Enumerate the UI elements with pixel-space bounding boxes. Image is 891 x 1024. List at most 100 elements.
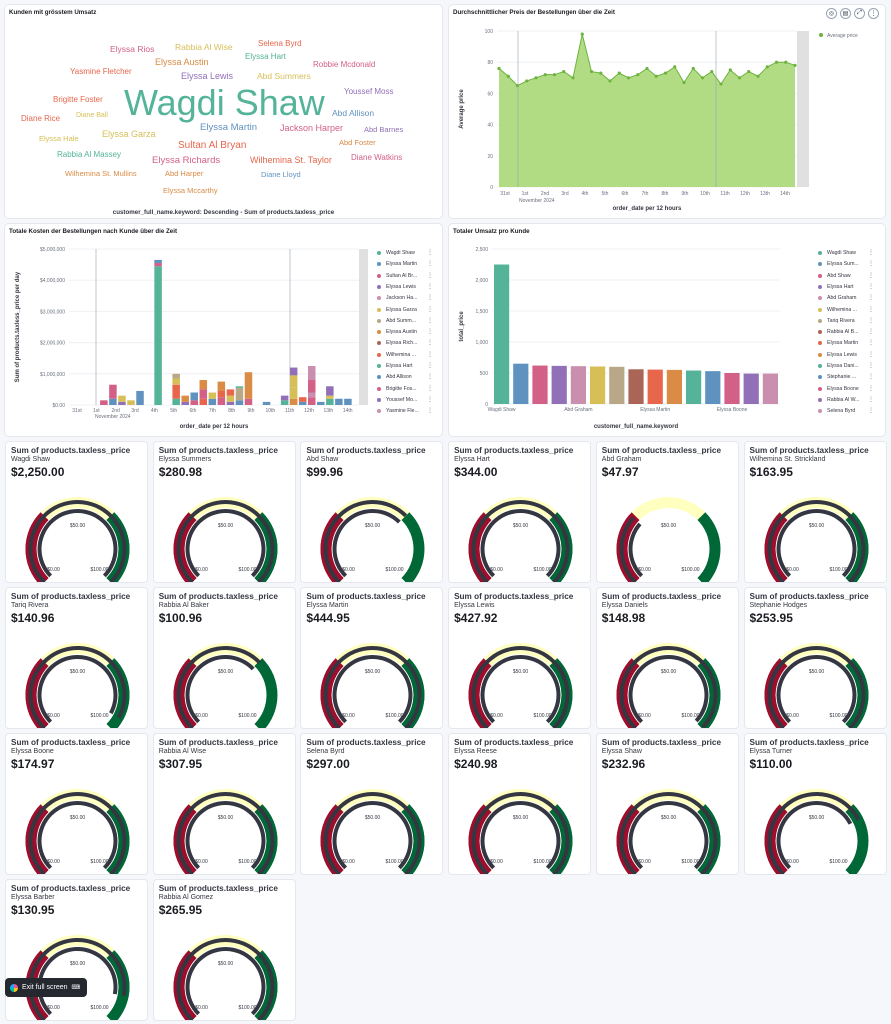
word-cloud-term[interactable]: Elyssa Rios (110, 44, 155, 54)
bar-segment[interactable] (208, 392, 217, 399)
legend-menu-icon[interactable]: ⋮ (427, 363, 433, 369)
bar-segment[interactable] (289, 375, 298, 388)
data-point[interactable] (793, 63, 797, 67)
legend-item[interactable]: Tariq Rivera ⋮ (818, 318, 874, 324)
data-point[interactable] (682, 80, 686, 85)
legend-item[interactable]: Rabbia Al W... ⋮ (818, 397, 874, 403)
bar-segment[interactable] (307, 380, 316, 393)
word-cloud-term[interactable]: Robbie Mcdonald (313, 60, 376, 69)
legend-item[interactable]: Elyssa Boone ⋮ (818, 386, 874, 392)
word-cloud-term[interactable]: Abd Allison (332, 108, 375, 118)
legend-item[interactable]: Abd Summ... ⋮ (377, 318, 433, 324)
bar-segment[interactable] (326, 386, 334, 396)
bar-segment[interactable] (154, 259, 162, 264)
legend-menu-icon[interactable]: ⋮ (427, 295, 433, 302)
legend-item[interactable]: Elyssa Martin ⋮ (377, 261, 433, 267)
word-cloud-term[interactable]: Elyssa Hart (245, 52, 286, 61)
legend-menu-icon[interactable]: ⋮ (427, 329, 433, 336)
legend-menu-icon[interactable]: ⋮ (427, 283, 433, 290)
bar-segment[interactable] (344, 398, 352, 405)
fullscreen-icon[interactable]: ⤢ (854, 8, 865, 19)
bar-segment[interactable] (109, 384, 117, 399)
legend-menu-icon[interactable]: ⋮ (427, 396, 433, 403)
data-point[interactable] (589, 69, 594, 74)
legend-menu-icon[interactable]: ⋮ (868, 408, 874, 415)
bar-segment[interactable] (298, 397, 307, 402)
data-point[interactable] (506, 74, 510, 78)
bar[interactable] (762, 373, 778, 404)
data-point[interactable] (728, 68, 732, 72)
data-point[interactable] (747, 69, 751, 74)
legend-item[interactable]: Elyssa Hart ⋮ (818, 284, 874, 290)
bar-segment[interactable] (335, 398, 343, 405)
bar-segment[interactable] (118, 395, 126, 402)
legend-item[interactable]: Selena Byrd ⋮ (818, 408, 874, 414)
legend-menu-icon[interactable]: ⋮ (868, 295, 874, 302)
bar[interactable] (590, 366, 606, 404)
data-point[interactable] (525, 79, 529, 83)
bar[interactable] (743, 373, 759, 404)
legend-menu-icon[interactable]: ⋮ (868, 283, 874, 290)
legend-item[interactable]: Wagdi Shaw ⋮ (818, 250, 874, 256)
bar-segment[interactable] (109, 398, 117, 405)
data-point[interactable] (636, 73, 640, 77)
data-point[interactable] (700, 76, 705, 80)
data-point[interactable] (710, 69, 714, 74)
word-cloud-term[interactable]: Yasmine Fletcher (70, 67, 132, 76)
legend-menu-icon[interactable]: ⋮ (868, 351, 874, 358)
bar-segment[interactable] (226, 395, 235, 402)
bar-segment[interactable] (172, 373, 180, 379)
data-point[interactable] (599, 71, 603, 75)
bar-segment[interactable] (289, 398, 298, 405)
word-cloud-term[interactable]: Diane Ball (76, 112, 108, 119)
bar-segment[interactable] (298, 401, 307, 405)
bar-segment[interactable] (181, 395, 189, 402)
bar-segment[interactable] (326, 398, 334, 405)
legend-menu-icon[interactable]: ⋮ (868, 317, 874, 324)
bar-segment[interactable] (307, 392, 316, 398)
data-point[interactable] (765, 65, 769, 69)
word-cloud-term[interactable]: Elyssa Richards (152, 155, 221, 166)
bar[interactable] (628, 369, 644, 404)
bar-segment[interactable] (208, 398, 217, 405)
bar-segment[interactable] (190, 400, 198, 405)
bar[interactable] (666, 369, 682, 404)
data-point[interactable] (608, 79, 612, 83)
data-point[interactable] (580, 32, 584, 36)
data-point[interactable] (654, 74, 658, 78)
legend-item[interactable]: Yasmine Fle... ⋮ (377, 408, 433, 414)
legend-item[interactable]: Rabbia Al B... ⋮ (818, 329, 874, 335)
bar-segment[interactable] (190, 392, 198, 401)
bar-segment[interactable] (154, 266, 162, 405)
bar-segment[interactable] (307, 397, 316, 405)
data-point[interactable] (534, 76, 538, 80)
legend-item[interactable]: Stephanie ... ⋮ (818, 374, 874, 380)
word-cloud-term[interactable]: Wilhemina St. Mullins (65, 169, 137, 178)
word-cloud-term[interactable]: Rabbia Al Massey (57, 150, 122, 159)
bar-segment[interactable] (235, 387, 244, 401)
legend-menu-icon[interactable]: ⋮ (427, 374, 433, 381)
bar-segment[interactable] (217, 397, 226, 405)
legend-item[interactable]: Elyssa Hart ⋮ (377, 363, 433, 369)
word-cloud-term[interactable]: Elyssa Garza (102, 129, 156, 139)
legend-item[interactable]: Wilhemina ... ⋮ (377, 352, 433, 358)
data-point[interactable] (515, 84, 520, 88)
bar-segment[interactable] (244, 372, 253, 399)
legend-menu-icon[interactable]: ⋮ (427, 351, 433, 358)
legend-menu-icon[interactable]: ⋮ (868, 329, 874, 336)
legend-item[interactable]: Wilhemina ... ⋮ (818, 307, 874, 313)
data-point[interactable] (774, 60, 779, 64)
legend-menu-icon[interactable]: ⋮ (868, 363, 874, 369)
exit-full-screen-button[interactable]: Exit full screen ⌨ (5, 978, 87, 997)
legend-menu-icon[interactable]: ⋮ (868, 250, 874, 256)
word-cloud-term[interactable]: Diane Watkins (351, 153, 403, 162)
bar-segment[interactable] (226, 389, 235, 396)
data-point[interactable] (497, 66, 501, 71)
bar[interactable] (494, 264, 510, 405)
legend-menu-icon[interactable]: ⋮ (427, 317, 433, 324)
word-cloud-term[interactable]: Elyssa Lewis (181, 71, 234, 81)
legend-item[interactable]: Elyssa Sum... ⋮ (818, 261, 874, 267)
word-cloud-term[interactable]: Brigitte Foster (53, 95, 103, 104)
legend-item[interactable]: Elyssa Rich... ⋮ (377, 340, 433, 346)
bar-segment[interactable] (154, 263, 162, 267)
